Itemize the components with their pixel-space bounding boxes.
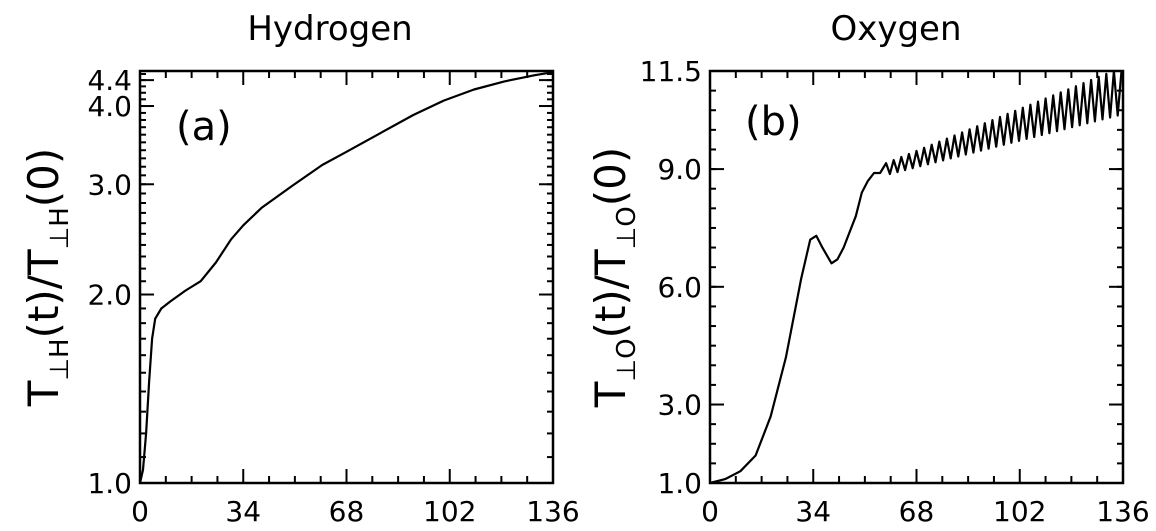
y-tick-label: 3.0 [87,168,132,201]
panel-oxygen: Oxygen 0 34 68 102 136 1.0 3.0 6.0 9.0 11.5 (b) T… [586,9,1150,528]
chart-title-hydrogen: Hydrogen [247,9,412,49]
tick-labels-oxygen: 0 34 68 102 136 1.0 3.0 6.0 9.0 11.5 [640,55,1150,528]
x-tick-label: 136 [526,495,579,528]
y-axis-label-hydrogen: T⊥H(t)/T⊥H(0) [19,148,75,408]
y-tick-label: 11.5 [640,55,702,88]
x-tick-label: 68 [329,495,365,528]
series-line-oxygen [709,69,1123,485]
axis-ticks-hydrogen [139,71,554,484]
y-tick-label: 2.0 [87,279,132,312]
axis-ticks-oxygen [709,70,1124,484]
y-tick-label: 4.4 [87,64,132,97]
y-tick-label: 3.0 [657,389,702,422]
panel-label-b: (b) [745,99,802,145]
x-tick-label: 0 [131,495,149,528]
x-tick-label: 0 [701,495,719,528]
y-axis-label-oxygen: T⊥O(t)/T⊥O(0) [586,147,642,408]
x-tick-label: 102 [993,495,1046,528]
y-tick-label: 1.0 [87,467,132,500]
tick-labels-hydrogen: 0 34 68 102 136 1.0 2.0 3.0 4.04.4 [87,64,579,528]
x-tick-label: 136 [1096,495,1149,528]
y-tick-label: 9.0 [657,153,702,186]
chart-title-oxygen: Oxygen [830,9,961,49]
series-line-hydrogen [138,71,554,484]
y-tick-label: 4.0 [87,90,132,123]
y-tick-label: 6.0 [657,271,702,304]
x-tick-label: 34 [795,495,831,528]
x-tick-label: 68 [899,495,935,528]
y-tick-label: 1.0 [657,467,702,500]
x-tick-label: 102 [423,495,476,528]
panel-label-a: (a) [176,104,232,150]
x-tick-label: 34 [225,495,261,528]
